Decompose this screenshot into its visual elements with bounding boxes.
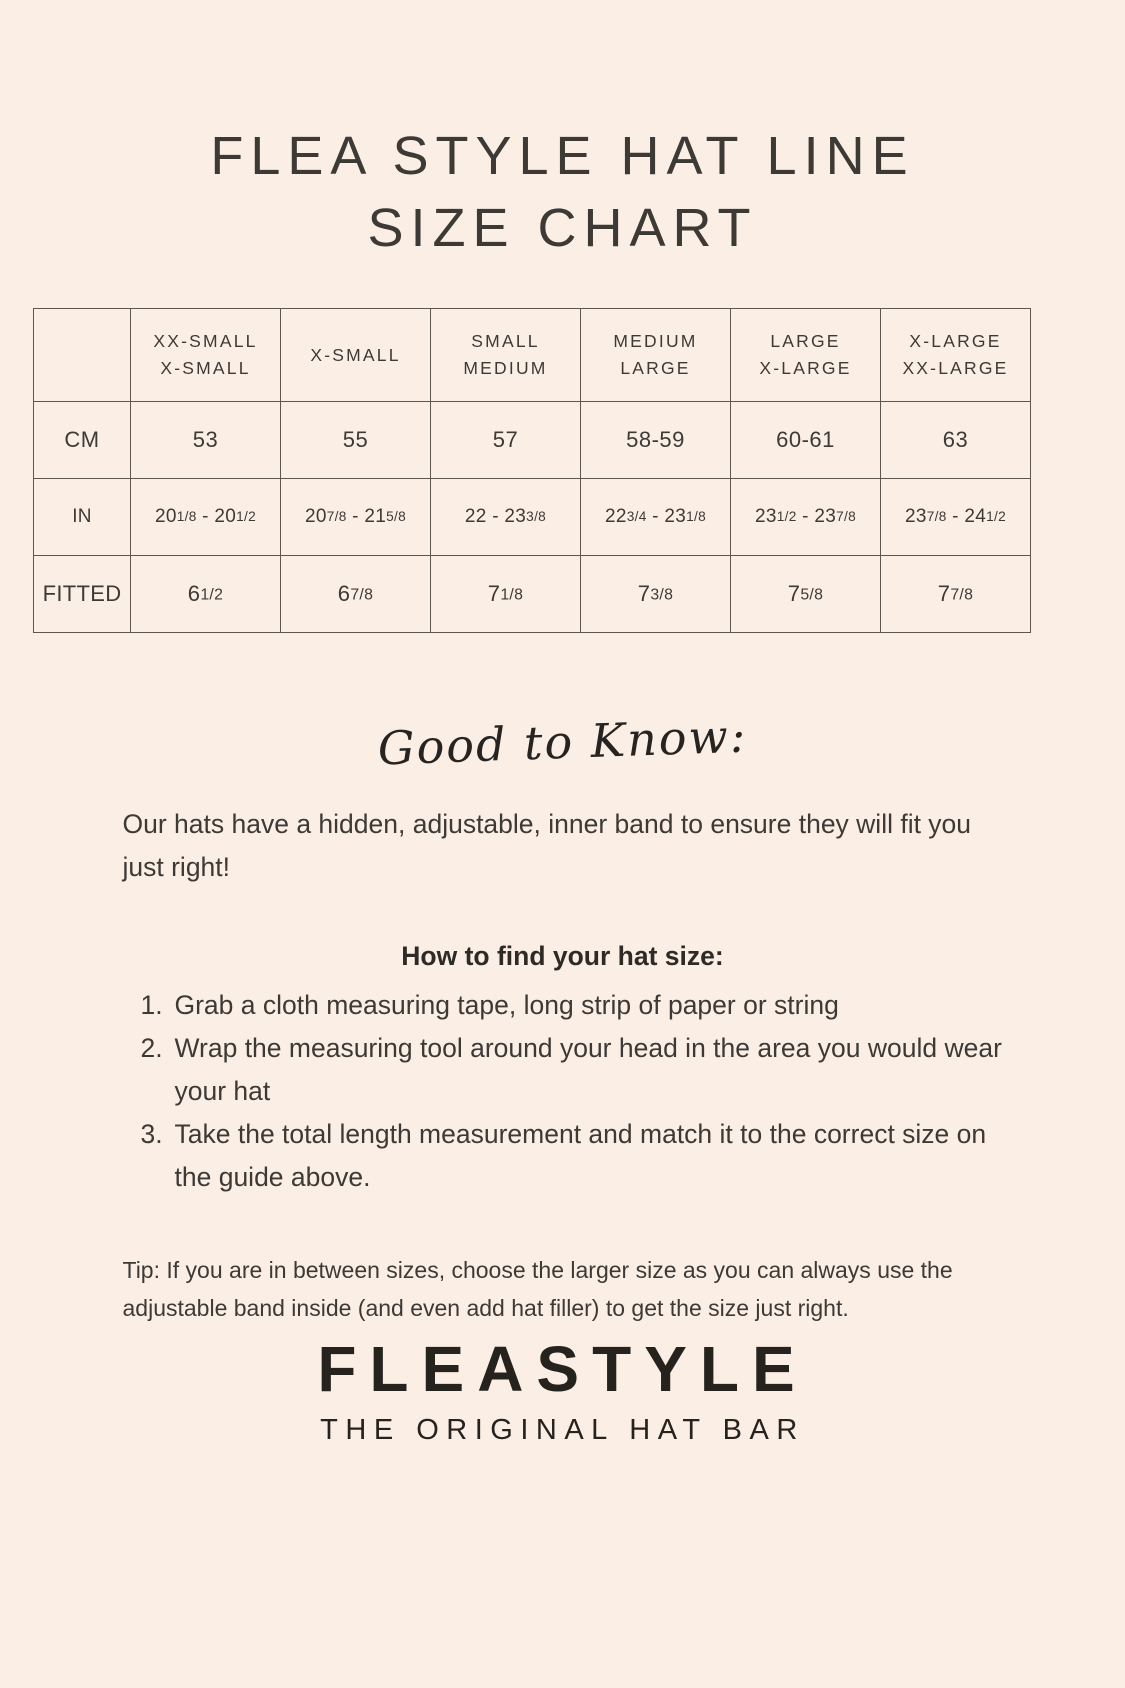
cell-in-5: 237/8 - 241/2 <box>880 478 1031 556</box>
header-line-1: LARGE <box>770 331 841 351</box>
header-line-2: XX-LARGE <box>902 358 1009 378</box>
header-line-2: MEDIUM <box>463 358 548 378</box>
header-cell-s-m: SMALL MEDIUM <box>430 308 581 402</box>
brand-logo-text: FLEASTYLE <box>317 1333 808 1405</box>
list-item: Wrap the measuring tool around your head… <box>141 1027 1002 1106</box>
good-to-know-paragraph: Our hats have a hidden, adjustable, inne… <box>122 809 972 882</box>
table-header: XX-SMALL X-SMALL X-SMALL SMALL MEDIUM ME… <box>33 308 1031 402</box>
header-line-2: X-SMALL <box>160 358 251 378</box>
table-row-fitted: FITTED 61/2 67/8 71/8 73/8 75/8 77/8 <box>33 555 1031 633</box>
header-cell-corner <box>33 308 131 402</box>
cell-cm-0: 53 <box>130 401 281 479</box>
header-line-1: XX-SMALL <box>153 331 258 351</box>
table-body: CM 53 55 57 58-59 60-61 63 IN 201/8 - 20… <box>33 401 1031 633</box>
cell-fitted-4: 75/8 <box>730 555 881 633</box>
table-header-row: XX-SMALL X-SMALL X-SMALL SMALL MEDIUM ME… <box>33 308 1031 402</box>
row-label-cm: CM <box>33 401 131 479</box>
cell-cm-3: 58-59 <box>580 401 731 479</box>
list-item: Take the total length measurement and ma… <box>141 1113 987 1192</box>
table-row-cm: CM 53 55 57 58-59 60-61 63 <box>33 401 1031 479</box>
header-cell-xxs-xs: XX-SMALL X-SMALL <box>130 308 281 402</box>
table-row-in: IN 201/8 - 201/2 207/8 - 215/8 22 - 233/… <box>33 478 1031 556</box>
header-line-1: MEDIUM <box>613 331 698 351</box>
tip-paragraph: Tip: If you are in between sizes, choose… <box>122 1257 953 1321</box>
header-line-1: X-SMALL <box>310 344 401 365</box>
how-to-heading: How to find your hat size: <box>401 941 724 971</box>
cell-fitted-2: 71/8 <box>430 555 581 633</box>
header-cell-m-l: MEDIUM LARGE <box>580 308 731 402</box>
header-cell-l-xl: LARGE X-LARGE <box>730 308 881 402</box>
header-line-1: SMALL <box>471 331 540 351</box>
cell-cm-4: 60-61 <box>730 401 881 479</box>
brand-footer: FLEASTYLE THE ORIGINAL HAT BAR <box>0 1330 1125 1452</box>
title-line-1: FLEA STYLE HAT LINE <box>210 126 915 186</box>
size-chart-table: XX-SMALL X-SMALL X-SMALL SMALL MEDIUM ME… <box>33 308 1031 633</box>
header-line-1: X-LARGE <box>909 331 1002 351</box>
cell-fitted-5: 77/8 <box>880 555 1031 633</box>
list-item: Grab a cloth measuring tape, long strip … <box>141 984 839 1027</box>
row-label-in: IN <box>33 478 131 556</box>
cell-in-0: 201/8 - 201/2 <box>130 478 281 556</box>
header-line-2: X-LARGE <box>759 358 852 378</box>
good-to-know-heading: Good to Know: <box>376 708 749 776</box>
title-line-2: SIZE CHART <box>367 198 758 258</box>
cell-fitted-0: 61/2 <box>130 555 281 633</box>
cell-cm-2: 57 <box>430 401 581 479</box>
header-cell-xl-xxl: X-LARGE XX-LARGE <box>880 308 1031 402</box>
cell-cm-1: 55 <box>280 401 431 479</box>
header-line-2: LARGE <box>620 358 691 378</box>
body-content: Our hats have a hidden, adjustable, inne… <box>123 803 1003 1327</box>
how-to-steps: Grab a cloth measuring tape, long strip … <box>123 984 1003 1199</box>
cell-in-2: 22 - 233/8 <box>430 478 581 556</box>
row-label-fitted: FITTED <box>33 555 131 633</box>
cell-fitted-3: 73/8 <box>580 555 731 633</box>
header-cell-xs: X-SMALL <box>280 308 431 402</box>
cell-in-1: 207/8 - 215/8 <box>280 478 431 556</box>
cell-in-4: 231/2 - 237/8 <box>730 478 881 556</box>
cell-in-3: 223/4 - 231/8 <box>580 478 731 556</box>
cell-cm-5: 63 <box>880 401 1031 479</box>
brand-tagline: THE ORIGINAL HAT BAR <box>320 1414 805 1446</box>
page-title: FLEA STYLE HAT LINE SIZE CHART <box>33 0 1092 264</box>
cell-fitted-1: 67/8 <box>280 555 431 633</box>
